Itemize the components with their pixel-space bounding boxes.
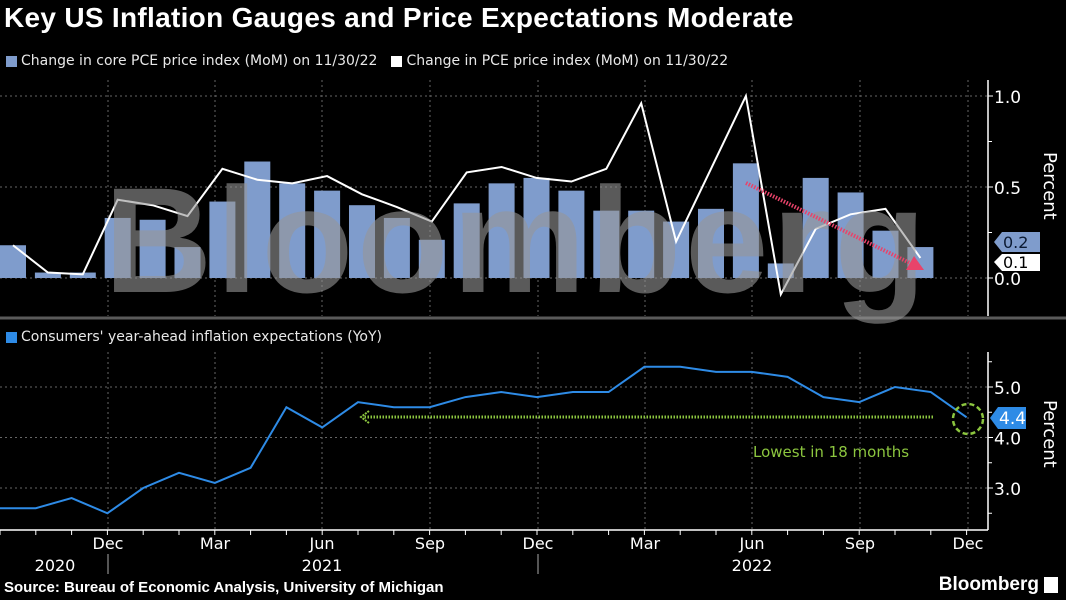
legend-label: Change in PCE price index (MoM) on 11/30… (406, 53, 729, 69)
bar-core-pce (383, 217, 410, 278)
legend-core-pce: Change in core PCE price index (MoM) on … (6, 53, 377, 69)
end-label-expectations-bg (990, 407, 1026, 429)
x-tick-label: Mar (630, 534, 661, 553)
bar-core-pce (418, 239, 445, 278)
y-tick-label: 3.0 (994, 480, 1021, 500)
legend-label: Change in core PCE price index (MoM) on … (21, 53, 378, 69)
bar-core-pce (34, 272, 61, 278)
end-label-core-bg (994, 232, 1040, 252)
x-tick-label: Jun (739, 534, 765, 553)
legend-swatch (391, 55, 403, 67)
x-tick-label: Dec (93, 534, 124, 553)
end-label-pce-bg (994, 254, 1040, 271)
x-tick-label: Sep (845, 534, 875, 553)
x-tick-label: Sep (415, 534, 445, 553)
end-label-core: 0.2 (1003, 233, 1028, 252)
x-year-label: 2022 (732, 556, 773, 575)
end-label-pce: 0.1 (1003, 253, 1028, 272)
legend-expectations: Consumers' year-ahead inflation expectat… (6, 329, 382, 345)
trend-arrow-red (745, 181, 913, 266)
x-year-label: 2021 (302, 556, 343, 575)
bar-core-pce (209, 201, 236, 278)
legend-label: Consumers' year-ahead inflation expectat… (21, 329, 382, 345)
line-expectations (0, 365, 968, 515)
y-axis-title: Percent (1039, 400, 1060, 468)
brand-text: Bloomberg (938, 574, 1039, 595)
top-legend: Change in core PCE price index (MoM) on … (6, 53, 742, 69)
brand-logo: Bloomberg (939, 574, 1058, 596)
x-tick-label: Jun (309, 534, 335, 553)
bloomberg-chart-icon (1044, 577, 1058, 593)
y-tick-label: 4.0 (994, 430, 1021, 450)
annotation-text: Lowest in 18 months (753, 443, 909, 461)
bar-core-pce (174, 247, 201, 278)
bar-core-pce (279, 183, 306, 278)
bar-core-pce (314, 190, 341, 278)
y-tick-label: 0.5 (994, 179, 1021, 199)
bar-core-pce (767, 263, 794, 278)
arrow-head-red (906, 256, 924, 270)
arrow-head-green (359, 410, 370, 424)
end-label-expectations: 4.4 (999, 409, 1026, 429)
x-tick-label: Dec (523, 534, 554, 553)
legend-pce: Change in PCE price index (MoM) on 11/30… (391, 53, 728, 69)
y-tick-label: 0.0 (994, 270, 1021, 290)
legend-swatch (6, 331, 17, 343)
bottom-legend: Consumers' year-ahead inflation expectat… (6, 329, 396, 345)
bar-core-pce (593, 210, 620, 278)
bar-core-pce (628, 210, 655, 278)
annotation-circle (951, 402, 985, 436)
bar-core-pce (453, 203, 480, 278)
bar-core-pce (523, 177, 550, 278)
bar-core-pce (104, 217, 131, 278)
bar-core-pce (0, 245, 26, 278)
bar-core-pce (139, 219, 166, 278)
source-note: Source: Bureau of Economic Analysis, Uni… (4, 579, 444, 596)
y-axis-title: Percent (1039, 152, 1060, 220)
bloomberg-watermark: Bloomberg (104, 156, 926, 324)
line-pce (12, 92, 922, 298)
bar-core-pce (558, 190, 585, 278)
bar-core-pce (872, 230, 899, 278)
bar-core-pce (663, 221, 690, 278)
x-year-label: 2020 (35, 556, 76, 575)
legend-swatch (6, 55, 17, 67)
y-tick-label: 5.0 (994, 379, 1021, 399)
bar-core-pce (488, 183, 515, 278)
y-tick-label: 1.0 (994, 88, 1021, 108)
x-tick-label: Dec (953, 534, 984, 553)
bar-core-pce (698, 208, 724, 278)
chart-title: Key US Inflation Gauges and Price Expect… (4, 2, 794, 33)
bar-core-pce (732, 163, 759, 278)
bar-core-pce (349, 205, 375, 278)
bar-core-pce (837, 192, 864, 278)
x-tick-label: Mar (200, 534, 231, 553)
